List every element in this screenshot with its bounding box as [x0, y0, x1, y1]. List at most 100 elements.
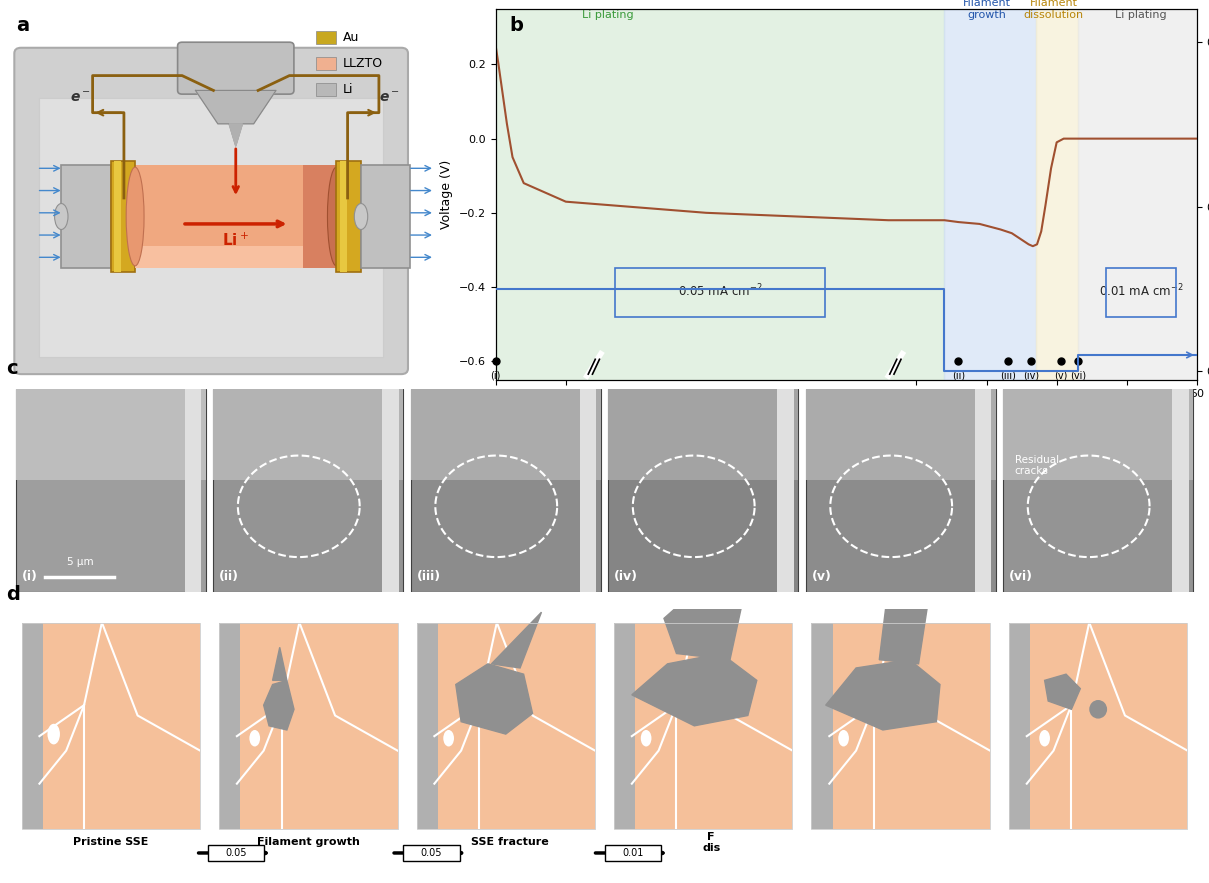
Bar: [608, 389, 798, 479]
Bar: [219, 623, 241, 829]
Text: (iv): (iv): [1023, 371, 1040, 381]
Bar: [382, 389, 399, 592]
Polygon shape: [456, 664, 532, 734]
Bar: [805, 389, 996, 479]
Bar: [777, 389, 793, 592]
FancyBboxPatch shape: [178, 42, 294, 94]
FancyBboxPatch shape: [39, 98, 383, 358]
Bar: [411, 389, 601, 479]
Text: Au: Au: [343, 31, 359, 44]
Text: a: a: [17, 16, 30, 35]
Bar: [1010, 623, 1187, 829]
Polygon shape: [632, 653, 757, 726]
Bar: [185, 389, 201, 592]
Text: (v): (v): [1054, 371, 1068, 381]
Text: Filament growth: Filament growth: [256, 837, 360, 848]
Ellipse shape: [47, 724, 60, 744]
Bar: [110, 161, 135, 272]
Text: 0.05: 0.05: [225, 848, 247, 857]
Text: b: b: [510, 16, 523, 35]
Text: Li plating: Li plating: [582, 10, 634, 20]
Bar: [336, 161, 361, 272]
Bar: [241, 623, 398, 829]
Text: (v): (v): [811, 570, 832, 584]
Text: Filament
growth: Filament growth: [962, 0, 1011, 20]
Ellipse shape: [641, 730, 652, 746]
Bar: [811, 623, 833, 829]
Text: e$^-$: e$^-$: [378, 91, 399, 104]
Bar: [1172, 389, 1188, 592]
Bar: [135, 246, 336, 268]
X-axis label: Time (min): Time (min): [812, 405, 880, 418]
Bar: [833, 623, 990, 829]
Polygon shape: [664, 592, 742, 660]
Bar: [317, 83, 336, 96]
Bar: [302, 164, 336, 268]
Y-axis label: Voltage (V): Voltage (V): [440, 160, 453, 229]
Bar: [974, 389, 991, 592]
Ellipse shape: [1040, 730, 1049, 746]
Ellipse shape: [838, 730, 849, 746]
Text: Li plating: Li plating: [1115, 10, 1167, 20]
Bar: [219, 623, 398, 829]
Polygon shape: [492, 612, 542, 668]
Bar: [579, 389, 596, 592]
Text: Residual
cracks: Residual cracks: [1014, 455, 1059, 477]
Bar: [1030, 623, 1187, 829]
Text: F
dis: F dis: [702, 832, 721, 853]
Ellipse shape: [1089, 700, 1107, 719]
Ellipse shape: [54, 204, 68, 230]
Text: 0.05: 0.05: [421, 848, 442, 857]
Bar: [417, 623, 438, 829]
FancyBboxPatch shape: [208, 844, 265, 861]
Bar: [438, 623, 595, 829]
Bar: [944, 9, 1036, 380]
Text: 0.01 mA cm$^{-2}$: 0.01 mA cm$^{-2}$: [1099, 283, 1184, 299]
Bar: [635, 623, 792, 829]
Text: e$^-$: e$^-$: [70, 91, 91, 104]
Ellipse shape: [328, 167, 346, 266]
Bar: [614, 623, 635, 829]
Bar: [213, 389, 404, 592]
Bar: [1003, 389, 1193, 592]
Polygon shape: [272, 647, 287, 681]
Bar: [114, 161, 121, 272]
Polygon shape: [229, 124, 243, 146]
Bar: [614, 623, 792, 829]
Text: Pristine SSE: Pristine SSE: [73, 837, 149, 848]
Polygon shape: [264, 681, 294, 730]
Bar: [42, 623, 199, 829]
Bar: [317, 31, 336, 44]
Text: SSE fracture: SSE fracture: [470, 837, 549, 848]
Text: (iii): (iii): [1000, 371, 1016, 381]
Bar: [16, 389, 206, 592]
Polygon shape: [196, 90, 276, 124]
Polygon shape: [1045, 675, 1081, 709]
Bar: [1010, 623, 1030, 829]
Text: (vi): (vi): [1010, 570, 1032, 584]
Bar: [805, 389, 996, 592]
Text: (vi): (vi): [1070, 371, 1086, 381]
FancyBboxPatch shape: [15, 48, 407, 374]
Polygon shape: [826, 660, 939, 730]
Text: 0.01: 0.01: [623, 848, 643, 857]
Ellipse shape: [249, 730, 260, 746]
Text: Li$^+$: Li$^+$: [222, 232, 249, 249]
Ellipse shape: [126, 167, 144, 266]
Text: (i): (i): [22, 570, 37, 584]
Bar: [496, 9, 944, 380]
Bar: [361, 164, 410, 268]
Bar: [411, 389, 601, 592]
Text: c: c: [6, 359, 18, 378]
Text: (iii): (iii): [417, 570, 440, 584]
Bar: [22, 623, 42, 829]
FancyBboxPatch shape: [403, 844, 459, 861]
Text: Filament
dissolution: Filament dissolution: [1024, 0, 1084, 20]
Bar: [317, 57, 336, 70]
Ellipse shape: [354, 204, 368, 230]
Text: d: d: [6, 585, 21, 604]
Text: (ii): (ii): [951, 371, 965, 381]
Text: (i): (i): [491, 371, 501, 381]
Bar: [417, 623, 595, 829]
Bar: [135, 164, 336, 268]
